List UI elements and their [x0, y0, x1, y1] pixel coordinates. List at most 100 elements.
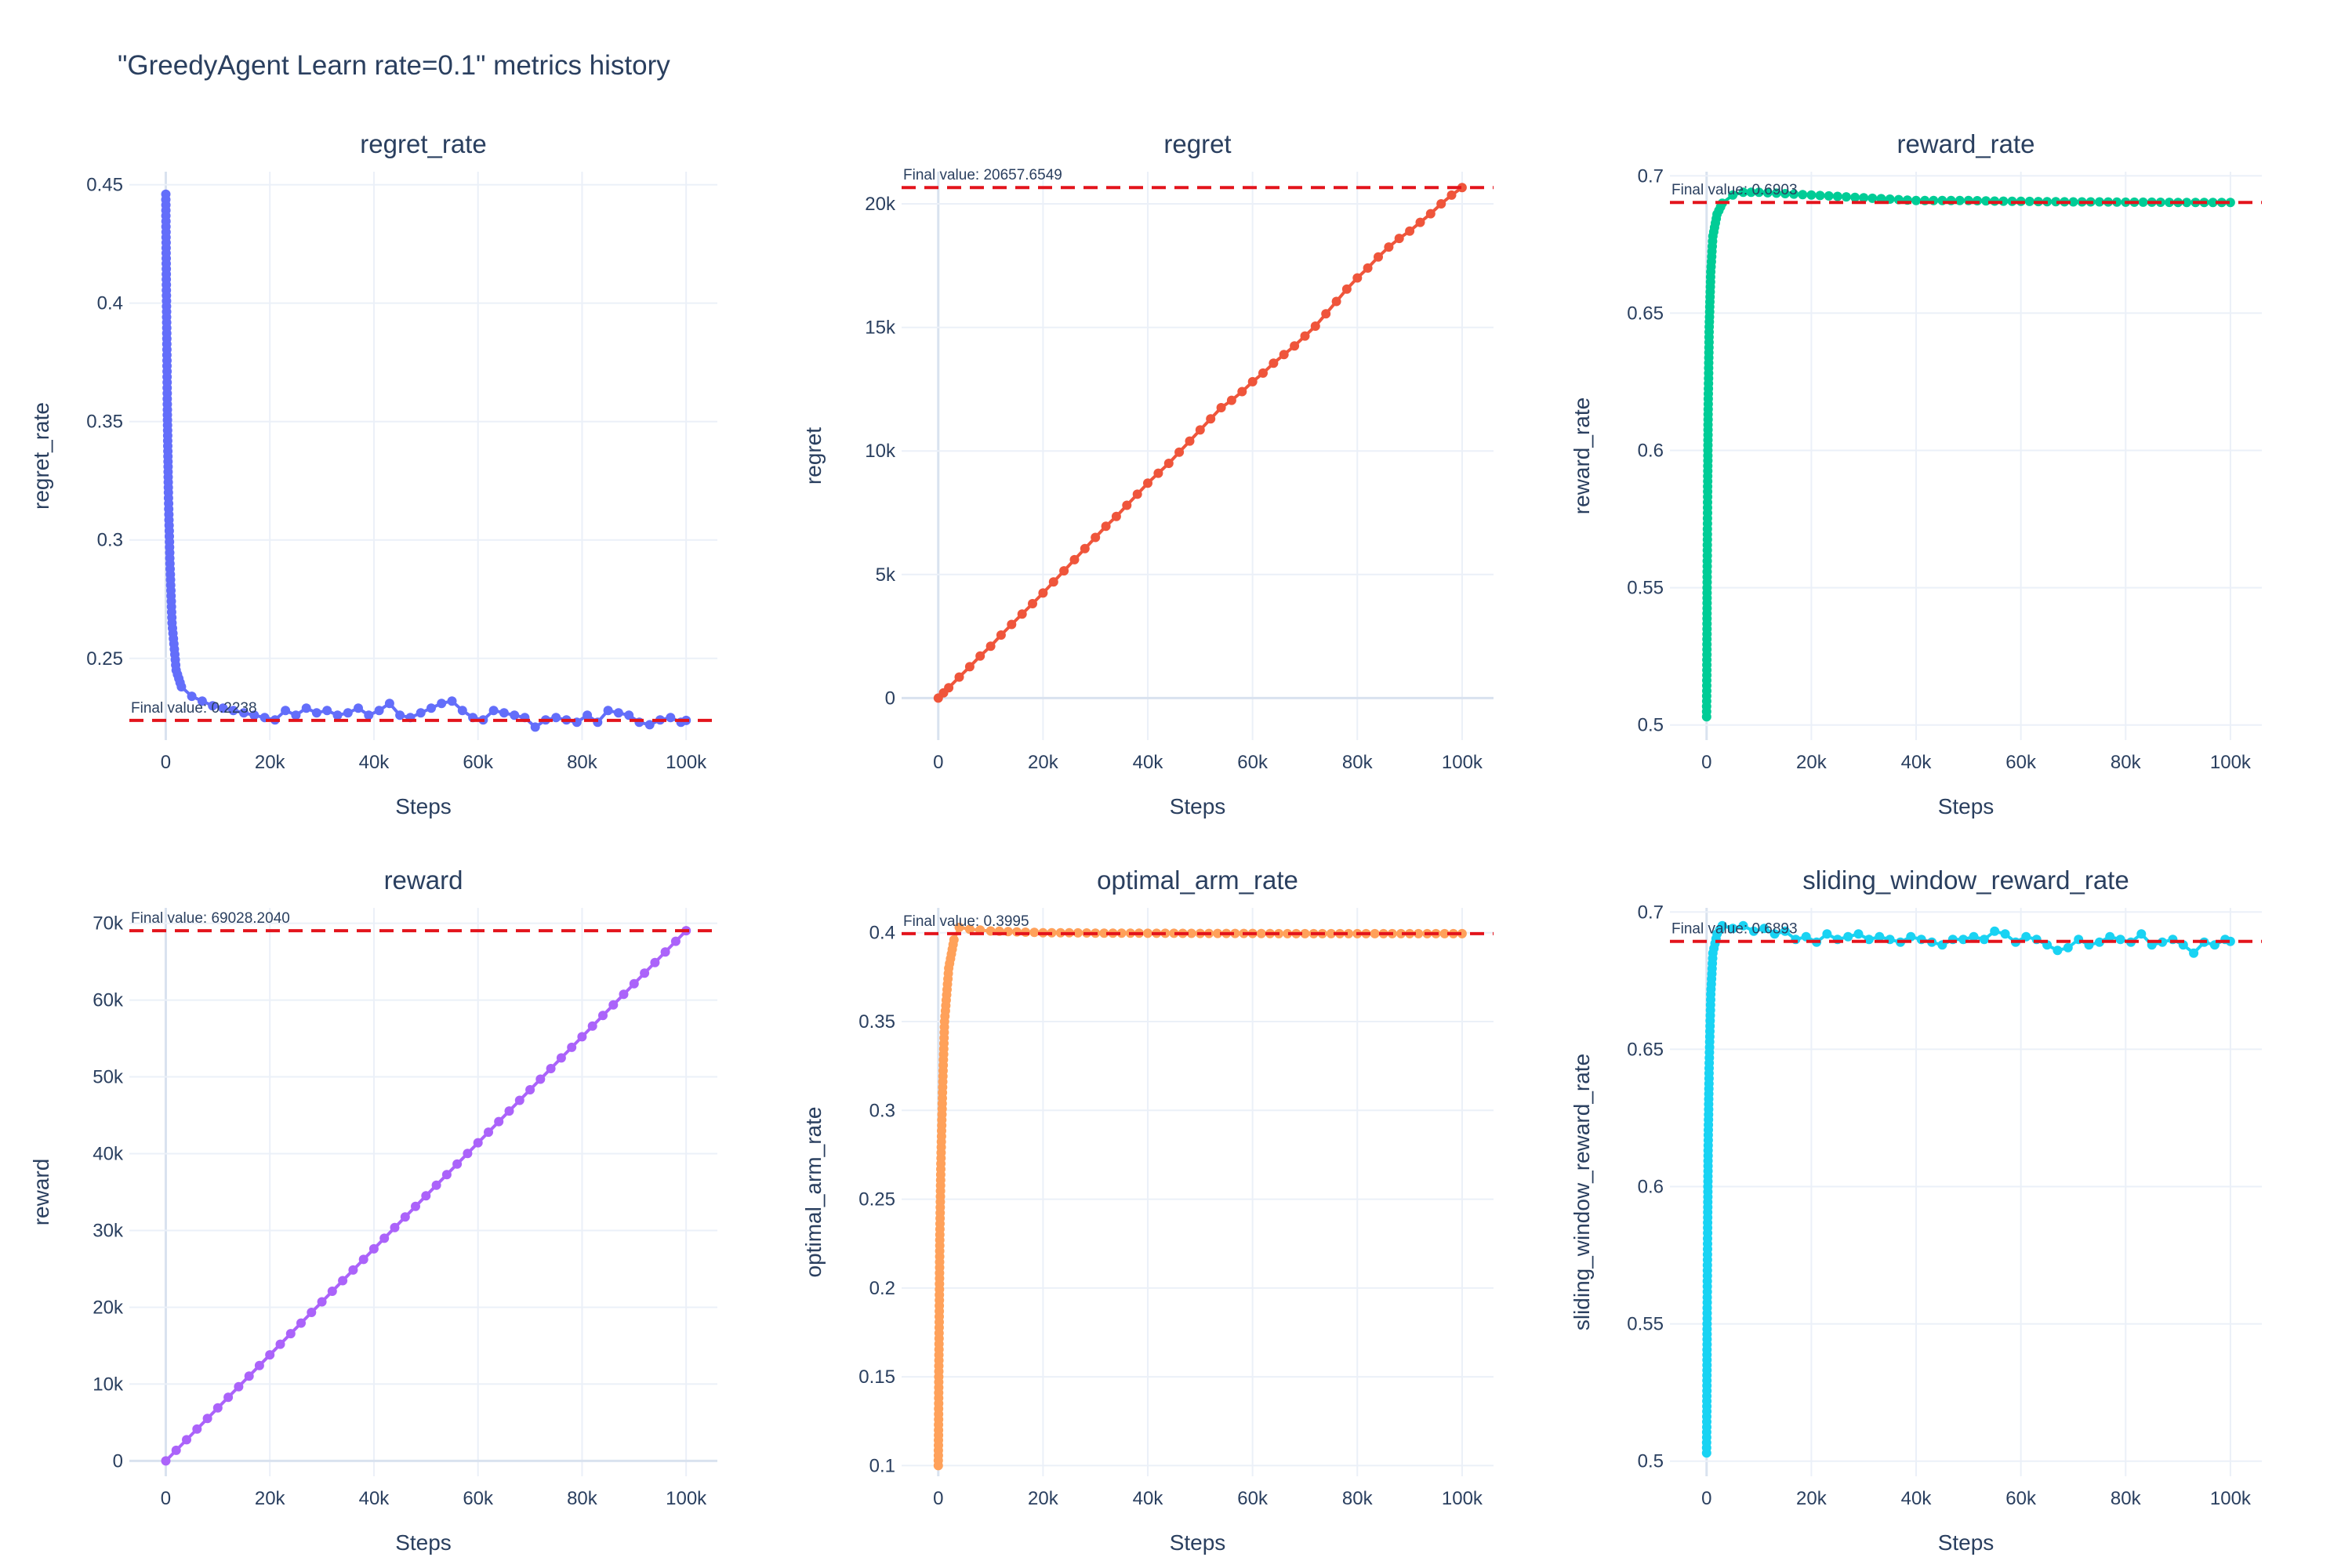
data-point: [1702, 1324, 1712, 1334]
data-point: [1258, 368, 1268, 378]
y-tick-label: 5k: [876, 564, 896, 586]
data-point: [1780, 926, 1790, 936]
data-point: [556, 1053, 566, 1063]
data-point: [1237, 387, 1247, 397]
chart-panel-reward-rate: 0 20k 40k 60k 80k 100k 0.5 0.55 0.6 0.65 0.7 reward…: [1570, 129, 2262, 818]
data-point: [934, 1377, 944, 1387]
data-point: [285, 1329, 296, 1339]
data-point: [2024, 196, 2034, 206]
data-point: [2094, 197, 2104, 207]
final-value-annotation: Final value: 0.2238: [131, 700, 257, 717]
y-tick-label: 0.4: [869, 923, 895, 944]
x-tick-label: 80k: [2111, 1488, 2142, 1509]
data-point: [1153, 468, 1163, 478]
data-point: [1708, 236, 1718, 246]
data-point: [165, 554, 175, 563]
data-point: [1321, 309, 1331, 319]
data-point: [1955, 195, 1965, 205]
data-point: [311, 708, 321, 718]
x-tick-label: 40k: [1901, 1488, 1933, 1509]
subplot-title: regret_rate: [360, 129, 486, 158]
series-line: [1704, 924, 2231, 1454]
data-point: [1738, 187, 1748, 198]
data-point: [1186, 928, 1196, 938]
y-tick-label: 0.7: [1638, 902, 1664, 923]
data-point: [1283, 928, 1293, 938]
data-point: [624, 710, 634, 720]
data-point: [577, 1032, 587, 1042]
data-point: [171, 660, 181, 670]
chart-panel-reward: 0 20k 40k 60k 80k 100k 0 10k 20k 30k 40k 50k 60k 70k r…: [29, 866, 717, 1555]
y-tick-label: 60k: [93, 990, 124, 1011]
y-tick-label: 15k: [865, 318, 896, 339]
x-tick-label: 0: [933, 1488, 943, 1509]
y-tick-label: 0.35: [858, 1011, 895, 1033]
data-point: [1099, 928, 1109, 938]
y-axis-label: optimal_arm_rate: [801, 1107, 826, 1278]
y-tick-label: 0.45: [86, 175, 123, 196]
series-line: [936, 925, 1462, 1466]
data-point: [1163, 459, 1174, 468]
data-point: [1169, 928, 1179, 938]
data-point: [938, 688, 949, 698]
data-point: [1394, 234, 1404, 244]
data-point: [1290, 341, 1300, 351]
x-tick-label: 80k: [567, 752, 598, 773]
data-point: [2051, 197, 2061, 207]
data-point: [640, 968, 650, 978]
y-tick-label: 20k: [93, 1297, 124, 1318]
x-tick-label: 20k: [1028, 1488, 1059, 1509]
data-point: [964, 662, 975, 672]
data-point: [171, 1445, 181, 1455]
chart-panel-regret: 0 20k 40k 60k 80k 100k 0 5k 10k 15k 20k regret Steps…: [801, 129, 1494, 818]
data-point: [234, 1381, 244, 1392]
x-tick-label: 40k: [1133, 752, 1164, 773]
data-point: [1969, 931, 1979, 942]
data-point: [1702, 1406, 1712, 1417]
data-point: [1754, 187, 1764, 198]
data-point: [1269, 358, 1279, 368]
data-point: [212, 1403, 223, 1413]
x-tick-label: 60k: [2005, 752, 2037, 773]
data-point: [275, 1339, 285, 1349]
y-tick-label: 0.1: [869, 1455, 895, 1476]
data-point: [1824, 191, 1834, 201]
x-tick-label: 20k: [1028, 752, 1059, 773]
data-point: [437, 699, 447, 709]
x-tick-label: 0: [933, 752, 943, 773]
data-point: [1436, 199, 1446, 209]
y-tick-label: 0.5: [1638, 1451, 1664, 1472]
data-point: [1405, 226, 1415, 236]
data-point: [530, 722, 540, 732]
data-point: [473, 1138, 483, 1148]
data-point: [938, 1093, 947, 1103]
x-tick-label: 80k: [1342, 752, 1374, 773]
data-point: [1216, 403, 1226, 412]
x-tick-label: 60k: [463, 1488, 494, 1509]
y-tick-label: 0.2: [869, 1278, 895, 1299]
data-point: [629, 978, 639, 989]
data-point: [192, 1424, 202, 1434]
y-tick-label: 0.6: [1638, 440, 1664, 461]
x-tick-label: 80k: [1342, 1488, 1374, 1509]
data-point: [996, 630, 1006, 640]
data-point: [1111, 511, 1121, 521]
data-point: [182, 1435, 191, 1445]
y-tick-label: 20k: [865, 194, 896, 215]
data-point: [583, 710, 593, 720]
data-point: [1101, 521, 1111, 532]
data-point: [358, 1254, 368, 1265]
y-tick-label: 50k: [93, 1067, 124, 1088]
data-point: [1867, 193, 1878, 203]
x-tick-label: 40k: [1133, 1488, 1164, 1509]
x-tick-label: 20k: [1796, 752, 1828, 773]
data-point: [1439, 928, 1450, 938]
x-tick-label: 60k: [463, 752, 494, 773]
data-point: [948, 939, 958, 949]
data-point: [1769, 929, 1780, 939]
y-tick-label: 0.4: [97, 293, 123, 314]
data-point: [228, 706, 238, 716]
data-point: [1911, 195, 1921, 205]
data-point: [1759, 924, 1769, 934]
data-point: [567, 1042, 577, 1052]
